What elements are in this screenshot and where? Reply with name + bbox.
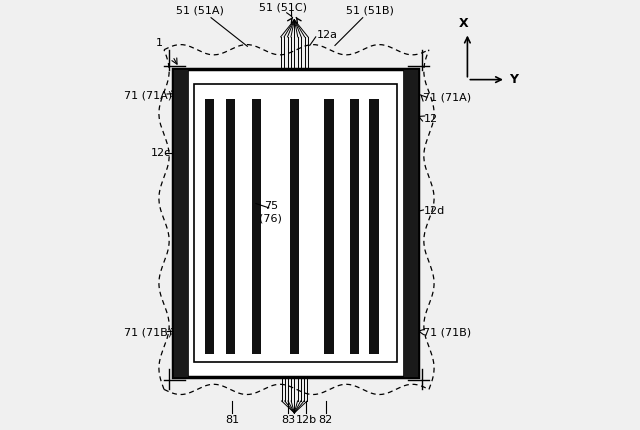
Bar (194, 84, 397, 362)
Text: 71 (71B): 71 (71B) (424, 328, 472, 338)
Text: X: X (459, 18, 469, 31)
Text: Y: Y (509, 73, 518, 86)
Bar (173, 69, 188, 377)
Text: 71 (71A): 71 (71A) (124, 91, 172, 101)
Text: 12d: 12d (424, 206, 445, 216)
Text: 81: 81 (225, 415, 239, 425)
Text: 83: 83 (281, 415, 295, 425)
Text: 1: 1 (156, 37, 163, 48)
Bar (252, 99, 261, 354)
Bar (350, 99, 359, 354)
Text: 12b: 12b (295, 415, 316, 425)
Text: 75
(76): 75 (76) (259, 201, 282, 223)
Bar (173, 69, 419, 377)
Text: 12: 12 (424, 114, 438, 124)
Bar (324, 99, 333, 354)
Text: 71 (71B): 71 (71B) (124, 328, 172, 338)
Text: 51 (51A): 51 (51A) (177, 6, 224, 15)
Text: 12c: 12c (151, 148, 172, 158)
Bar (226, 99, 236, 354)
Text: 71 (71A): 71 (71A) (424, 92, 472, 103)
Text: 12a: 12a (317, 30, 338, 40)
Text: 51 (51C): 51 (51C) (259, 2, 307, 12)
Bar (290, 99, 300, 354)
Text: 51 (51B): 51 (51B) (346, 6, 394, 15)
Bar (369, 99, 378, 354)
Text: 82: 82 (319, 415, 333, 425)
Bar (403, 69, 419, 377)
Bar (205, 99, 214, 354)
